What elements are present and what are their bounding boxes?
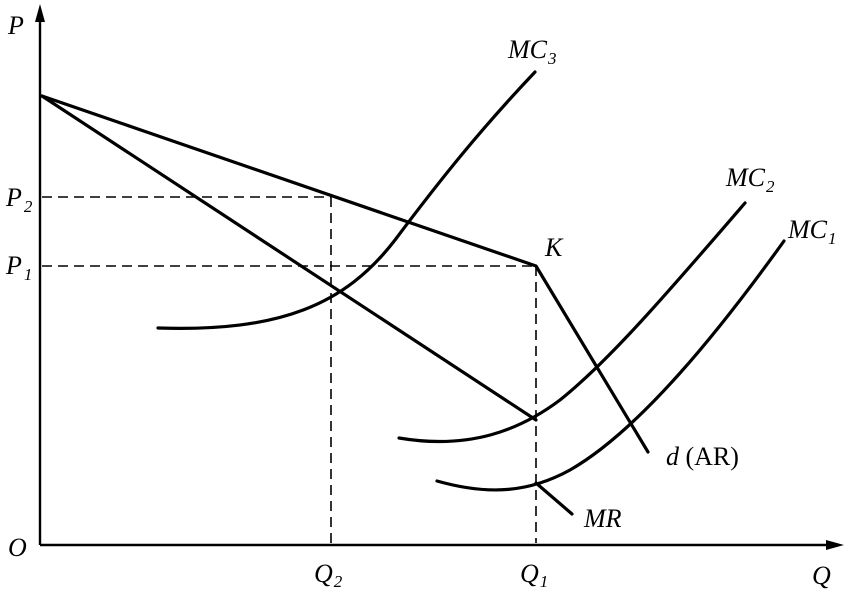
q2-label-main: Q	[314, 559, 333, 588]
q1-label-sub: 1	[540, 572, 549, 590]
mc2-curve	[397, 201, 747, 444]
demand-label-letter: d	[666, 442, 680, 471]
q1-label: Q1	[520, 559, 548, 590]
kink-label: K	[544, 233, 564, 262]
p2-label-main: P	[5, 183, 22, 212]
q1-label-main: Q	[520, 559, 539, 588]
demand-label: d (AR)	[666, 442, 739, 471]
mc3-curve	[156, 70, 537, 330]
origin-label: O	[8, 533, 27, 562]
guide-lines	[42, 196, 537, 543]
mc3-label-sub: 3	[547, 49, 557, 68]
mc1-label-sub: 1	[828, 229, 837, 248]
q2-label: Q2	[314, 559, 343, 590]
mc1-curve	[435, 239, 786, 492]
mc3-label: MC3	[507, 35, 557, 68]
axes	[35, 4, 844, 550]
demand-curve	[40, 94, 650, 454]
p1-label-sub: 1	[24, 265, 33, 284]
mc2-label-sub: 2	[766, 177, 775, 196]
mc3-label-main: MC	[507, 35, 548, 64]
mc1-label: MC1	[787, 215, 837, 248]
q2-label-sub: 2	[334, 572, 343, 590]
p2-label-sub: 2	[24, 197, 33, 216]
mc2-label-main: MC	[725, 163, 766, 192]
p1-label-main: P	[5, 251, 22, 280]
y-axis-arrow	[35, 4, 45, 22]
x-axis-label: Q	[812, 561, 831, 590]
x-axis-arrow	[826, 540, 844, 550]
demand-label-paren: (AR)	[679, 442, 739, 471]
mc2-label: MC2	[725, 163, 775, 196]
y-axis-label: P	[7, 11, 24, 40]
mr-label: MR	[583, 504, 622, 533]
marginal-revenue-lower	[534, 481, 574, 516]
mc1-label-main: MC	[787, 215, 828, 244]
marginal-revenue-upper	[40, 94, 538, 422]
